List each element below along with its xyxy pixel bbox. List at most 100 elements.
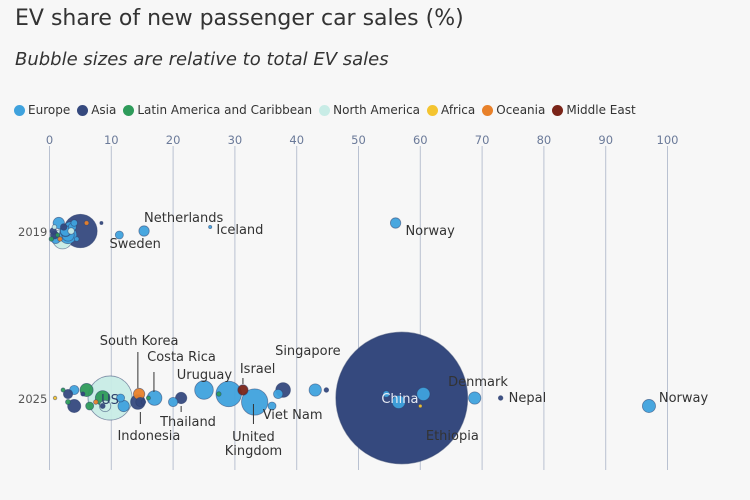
bubble-asia-2025: [62, 388, 74, 400]
bubble-europe-2019: [114, 230, 124, 240]
legend-swatch-europe: [14, 104, 25, 116]
legend-item-latin-america[interactable]: Latin America and Caribbean: [123, 103, 312, 117]
label-singapore: Singapore: [275, 344, 341, 359]
bubble-oceania-2019: [83, 220, 90, 226]
bubble-europe-2025: [116, 393, 125, 403]
x-tick-label-0: 0: [46, 133, 53, 147]
x-tick-label-80: 80: [537, 133, 552, 147]
x-tick-label-50: 50: [351, 133, 366, 147]
bubble-europe-2025: [267, 401, 277, 411]
bubble-north-america-2019: [67, 227, 75, 235]
bubble-middle-east-2025: [237, 384, 249, 396]
label-israel: Israel: [240, 362, 276, 377]
label-united-kingdom-line1: United: [232, 430, 275, 445]
legend-swatch-oceania: [482, 104, 494, 116]
legend-swatch-north-america: [319, 104, 331, 116]
label-norway-2019: Norway: [405, 224, 455, 239]
bubble-europe-2019: [208, 224, 213, 229]
bubble-latin-america-and-caribbean-2019: [55, 232, 61, 238]
row-label-2019: 2019: [18, 225, 47, 239]
legend-swatch-middle-east: [552, 104, 564, 116]
label-iceland: Iceland: [216, 223, 263, 238]
bubble-oceania-2019: [57, 236, 63, 242]
label-china: China: [381, 392, 418, 407]
bubble-latin-america-and-caribbean-2025: [216, 391, 222, 397]
legend-label-oceania: Oceania: [496, 103, 546, 117]
label-costa-rica: Costa Rica: [147, 350, 216, 365]
bubble-africa-2025: [418, 403, 423, 409]
bubble-latin-america-and-caribbean-2025: [85, 401, 95, 411]
legend-item-middle-east[interactable]: Middle East: [552, 103, 636, 117]
row-label-2025: 2025: [18, 392, 47, 406]
x-tick-label-90: 90: [598, 133, 613, 147]
legend-label-north-america: North America: [333, 103, 421, 117]
label-denmark: Denmark: [448, 375, 508, 390]
label-south-korea: South Korea: [100, 334, 179, 349]
x-tick-label-20: 20: [166, 133, 181, 147]
bubble-europe-2025: [416, 387, 431, 401]
label-ethiopia: Ethiopia: [426, 429, 479, 444]
bubble-europe-2025: [168, 396, 179, 408]
legend-item-asia[interactable]: Asia: [77, 103, 116, 117]
bubble-europe-2019: [70, 219, 78, 227]
bubble-asia-2019: [99, 220, 104, 225]
label-netherlands: Netherlands: [144, 211, 223, 226]
bubble-europe-2025: [391, 395, 406, 409]
bubble-europe-2019: [73, 236, 80, 242]
label-indonesia: Indonesia: [117, 429, 180, 444]
bubble-latin-america-and-caribbean-2025: [145, 395, 151, 401]
bubble-europe-2025: [241, 388, 269, 416]
bubble-europe-2025: [382, 390, 390, 398]
label-norway-2025: Norway: [659, 391, 709, 406]
legend-label-asia: Asia: [91, 103, 117, 117]
x-tick-label-70: 70: [475, 133, 490, 147]
bubble-europe-2025: [194, 380, 214, 400]
legend-swatch-asia: [77, 104, 89, 116]
legend-item-north-america[interactable]: North America: [319, 103, 420, 117]
label-uruguay: Uruguay: [177, 368, 233, 383]
bubble-asia-2025: [80, 391, 86, 397]
legend-item-oceania[interactable]: Oceania: [482, 103, 545, 117]
chart-subtitle: Bubble sizes are relative to total EV sa…: [15, 49, 389, 70]
bubble-europe-2025: [468, 391, 482, 405]
bubble-north-america-2019: [51, 224, 58, 230]
legend-swatch-africa: [427, 104, 439, 116]
bubble-europe-2019: [389, 217, 402, 229]
bubble-latin-america-and-caribbean-2025: [65, 399, 71, 405]
bubble-asia-2025: [497, 395, 504, 401]
bubble-latin-america-and-caribbean-2019: [48, 236, 55, 242]
label-thailand: Thailand: [159, 415, 216, 430]
bubble-europe-2019: [138, 225, 150, 237]
legend-item-europe[interactable]: Europe: [14, 103, 70, 117]
bubble-africa-2025: [52, 395, 58, 401]
bubble-europe-2025: [641, 399, 656, 413]
bubble-asia-2025: [99, 403, 106, 409]
bubble-asia-2025: [323, 387, 330, 393]
x-tick-label-10: 10: [104, 133, 119, 147]
legend-item-africa[interactable]: Africa: [427, 103, 475, 117]
label-nepal: Nepal: [509, 391, 547, 406]
label-us: US: [101, 393, 119, 408]
x-tick-label-40: 40: [289, 133, 304, 147]
legend-label-europe: Europe: [28, 103, 71, 117]
label-viet-nam: Viet Nam: [263, 408, 323, 423]
bubble-europe-2025: [273, 388, 284, 400]
legend-swatch-latin-america: [123, 104, 135, 116]
bubble-asia-2019: [60, 223, 68, 231]
bubble-oceania-2025: [93, 399, 99, 405]
label-sweden: Sweden: [109, 237, 160, 252]
bubble-asia-2025: [140, 399, 147, 405]
x-tick-label-60: 60: [413, 133, 428, 147]
chart-legend: Europe Asia Latin America and Caribbean …: [14, 103, 643, 117]
x-tick-label-100: 100: [657, 133, 679, 147]
bubble-asia-2025: [67, 399, 82, 413]
chart-title: EV share of new passenger car sales (%): [15, 6, 464, 31]
legend-label-latin-america: Latin America and Caribbean: [137, 103, 313, 117]
bubble-latin-america-and-caribbean-2025: [60, 387, 66, 393]
label-united-kingdom-line2: Kingdom: [225, 444, 283, 459]
legend-label-africa: Africa: [441, 103, 476, 117]
x-tick-label-30: 30: [228, 133, 243, 147]
legend-label-middle-east: Middle East: [566, 103, 636, 117]
bubble-europe-2025: [308, 383, 322, 397]
